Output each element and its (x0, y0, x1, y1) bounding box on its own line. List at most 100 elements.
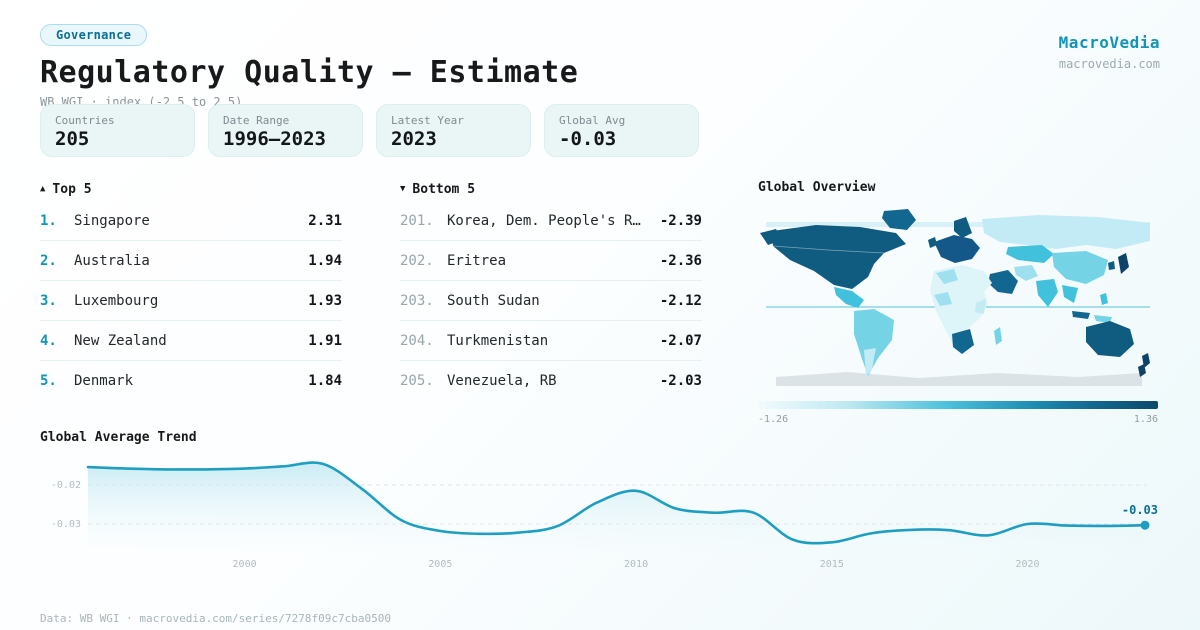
country-name: Korea, Dem. People's R… (447, 212, 641, 229)
stat-card-date-range: Date Range 1996–2023 (208, 104, 363, 157)
trend-title: Global Average Trend (40, 430, 197, 445)
brand: MacroVedia macrovedia.com (1059, 33, 1160, 71)
global-overview-section: Global Overview (758, 180, 1158, 425)
country-name: Denmark (74, 373, 134, 389)
rank: 203. (400, 292, 434, 309)
table-row: 1. Singapore 2.31 (40, 201, 342, 241)
region-north-america (772, 225, 906, 289)
country-value: -2.03 (659, 373, 702, 389)
region-africa (930, 265, 992, 347)
color-scale-labels: -1.26 1.36 (758, 414, 1158, 425)
country-name: Australia (74, 252, 150, 269)
region-north-africa (936, 269, 958, 284)
country-name: Singapore (74, 212, 150, 229)
table-row: 203. South Sudan -2.12 (400, 281, 702, 321)
rank: 202. (400, 252, 434, 269)
region-saudi-arabia (988, 270, 1018, 294)
table-row: 3. Luxembourg 1.93 (40, 281, 342, 321)
region-mexico (834, 287, 864, 308)
table-row: 202. Eritrea -2.36 (400, 241, 702, 281)
region-scandinavia (954, 217, 972, 238)
x-axis-label: 2015 (820, 559, 844, 570)
region-china (1052, 251, 1108, 284)
trend-line (86, 461, 1147, 545)
table-row: 4. New Zealand 1.91 (40, 321, 342, 361)
country-value: -2.36 (659, 252, 702, 269)
header: Governance Regulatory Quality — Estimate… (40, 24, 578, 109)
category-badge[interactable]: Governance (40, 24, 148, 46)
scale-max-label: 1.36 (1133, 414, 1158, 425)
color-scale-bar (758, 401, 1158, 409)
country-value: 1.84 (308, 373, 342, 389)
y-axis-label: -0.03 (51, 519, 81, 530)
region-japan (1118, 253, 1129, 274)
stat-card-countries: Countries 205 (40, 104, 195, 157)
table-row: 205. Venezuela, RB -2.03 (400, 361, 702, 401)
region-iran (1014, 265, 1038, 281)
us-canada-border (772, 245, 885, 254)
rank: 204. (400, 332, 434, 349)
stat-label: Date Range (223, 114, 290, 127)
stat-label: Global Avg (559, 114, 626, 127)
table-row: 204. Turkmenistan -2.07 (400, 321, 702, 361)
rank: 5. (40, 373, 57, 389)
region-indonesia-east (1094, 315, 1112, 323)
top5-header: ▲ Top 5 (40, 180, 342, 198)
brand-name[interactable]: MacroVedia (1058, 33, 1160, 52)
x-axis-label: 2005 (428, 559, 452, 570)
x-axis-label: 2000 (233, 559, 257, 570)
triangle-up-icon: ▲ (40, 184, 46, 194)
region-south-america (854, 309, 894, 376)
region-uk (928, 237, 937, 248)
region-new-zealand-south (1138, 364, 1146, 377)
region-greenland (882, 209, 916, 230)
region-argentina (864, 348, 876, 377)
world-map (760, 209, 1150, 386)
trend-section: Global Average Trend -0.02 -0.03 2000 2005 2… (35, 430, 1160, 595)
rank: 3. (40, 292, 57, 309)
stat-value: 1996–2023 (223, 128, 326, 150)
rank: 1. (40, 212, 57, 229)
brand-site: macrovedia.com (1058, 57, 1160, 71)
country-name: New Zealand (74, 332, 167, 349)
trend-area-fill (88, 462, 1145, 555)
bottom5-rows: 201. Korea, Dem. People's R… -2.39 202. … (400, 201, 702, 401)
page-title: Regulatory Quality — Estimate (40, 55, 579, 90)
country-value: 2.31 (308, 212, 342, 229)
stat-label: Countries (55, 114, 115, 127)
region-se-asia (1062, 285, 1078, 303)
country-value: 1.94 (308, 252, 342, 269)
stat-cards: Countries 205 Date Range 1996–2023 Lates… (40, 104, 699, 157)
region-europe (934, 235, 980, 263)
country-value: 1.93 (308, 292, 342, 309)
rank: 205. (400, 373, 434, 389)
country-value: -2.07 (659, 332, 702, 349)
x-axis-label: 2020 (1016, 559, 1040, 570)
table-row: 5. Denmark 1.84 (40, 361, 342, 401)
region-russia (982, 215, 1150, 249)
country-name: Luxembourg (74, 292, 159, 309)
country-name: Eritrea (447, 252, 507, 269)
region-southern-africa (952, 329, 974, 354)
rank: 2. (40, 252, 57, 269)
region-india (1036, 279, 1058, 307)
table-row: 201. Korea, Dem. People's R… -2.39 (400, 201, 702, 241)
country-name: South Sudan (447, 292, 540, 309)
x-axis-label: 2010 (624, 559, 648, 570)
map-title: Global Overview (758, 180, 876, 195)
bottom5-list: ▼ Bottom 5 201. Korea, Dem. People's R… … (400, 180, 702, 401)
stat-card-latest-year: Latest Year 2023 (376, 104, 531, 157)
end-point-marker (1140, 520, 1150, 530)
country-value: -2.39 (659, 212, 702, 229)
top5-list: ▲ Top 5 1. Singapore 2.31 2. Australia 1… (40, 180, 342, 401)
stat-value: 205 (55, 128, 90, 150)
country-name: Turkmenistan (447, 332, 549, 349)
country-name: Venezuela, RB (447, 373, 557, 389)
region-east-africa (975, 299, 986, 314)
region-antarctica (776, 372, 1142, 386)
top5-title: Top 5 (52, 181, 92, 197)
triangle-down-icon: ▼ (400, 184, 406, 194)
y-axis-label: -0.02 (51, 480, 81, 491)
country-value: -2.12 (659, 292, 702, 309)
region-west-africa (934, 292, 952, 306)
